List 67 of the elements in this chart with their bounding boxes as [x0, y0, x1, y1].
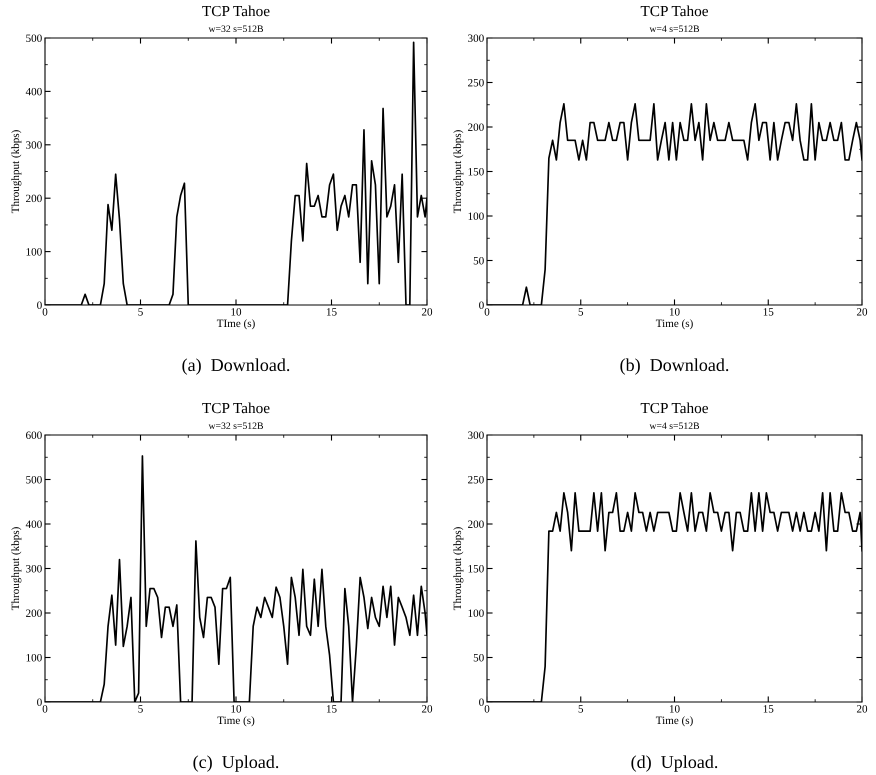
y-tick-label: 100 [26, 654, 42, 662]
y-tick-label: 250 [468, 78, 484, 86]
chart-subtitle: w=32 s=512B [208, 422, 264, 430]
x-tick-label: 10 [231, 705, 242, 713]
x-tick-label: 15 [326, 705, 337, 713]
chart-title: TCP Tahoe [640, 402, 708, 414]
x-tick-label: 0 [484, 308, 490, 316]
y-tick-label: 250 [468, 476, 484, 484]
chart-subtitle: w=4 s=512B [649, 422, 700, 430]
x-tick-label: 20 [422, 308, 432, 316]
y-tick-label: 200 [468, 123, 484, 131]
x-tick-label: 0 [484, 705, 490, 713]
x-axis-title: TIme (s) [216, 319, 255, 330]
y-tick-label: 150 [468, 168, 484, 176]
x-tick-label: 15 [764, 705, 774, 713]
text: (a) Download. [182, 358, 290, 375]
text: (d) Upload. [631, 755, 718, 772]
x-tick-label: 10 [670, 705, 680, 713]
x-tick-label: 20 [856, 308, 868, 316]
y-tick-label: 0 [479, 301, 484, 309]
y-tick-label: 200 [468, 520, 484, 528]
x-tick-label: 5 [578, 705, 584, 713]
y-tick-label: 0 [479, 698, 484, 706]
y-tick-label: 400 [26, 88, 42, 96]
y-tick-label: 100 [468, 609, 484, 617]
x-tick-label: 5 [138, 705, 143, 713]
y-axis-title: Throughput (kbps) [453, 527, 464, 610]
x-axis-title: Time (s) [656, 716, 693, 726]
y-tick-label: 400 [26, 520, 42, 528]
y-tick-label: 0 [37, 301, 42, 309]
y-tick-label: 500 [26, 34, 42, 42]
x-tick-label: 15 [764, 308, 774, 316]
y-tick-label: 300 [26, 564, 42, 572]
text: (c) Upload. [193, 755, 278, 772]
x-tick-label: 20 [856, 705, 868, 713]
chart-title: TCP Tahoe [202, 5, 270, 16]
x-axis-title: Time (s) [217, 716, 254, 726]
y-tick-label: 150 [468, 564, 484, 572]
y-tick-label: 300 [26, 141, 42, 149]
x-tick-label: 10 [670, 308, 680, 316]
y-axis-title: Throughput (kbps) [11, 527, 22, 610]
y-axis-title: Throughput (kbps) [453, 130, 464, 214]
chart-title: TCP Tahoe [640, 5, 708, 16]
y-tick-label: 100 [26, 248, 42, 256]
y-tick-label: 300 [468, 431, 484, 439]
x-tick-label: 10 [231, 308, 242, 316]
x-tick-label: 5 [138, 308, 143, 316]
text: (b) Download. [620, 358, 728, 375]
y-tick-label: 200 [26, 194, 42, 202]
x-axis-title: Time (s) [656, 319, 693, 330]
y-tick-label: 0 [37, 698, 42, 706]
y-tick-label: 600 [26, 431, 42, 439]
y-tick-label: 300 [468, 34, 484, 42]
x-tick-label: 0 [42, 705, 48, 713]
chart-subtitle: w=4 s=512B [649, 25, 700, 32]
x-tick-label: 5 [578, 308, 584, 316]
chart-title: TCP Tahoe [202, 402, 270, 414]
y-axis-title: Throughput (kbps) [11, 130, 22, 214]
x-tick-label: 20 [422, 705, 432, 713]
y-tick-label: 50 [474, 654, 484, 662]
y-tick-label: 200 [26, 609, 42, 617]
y-tick-label: 100 [468, 212, 484, 220]
x-tick-label: 15 [326, 308, 337, 316]
y-tick-label: 50 [474, 256, 484, 264]
x-tick-label: 0 [42, 308, 48, 316]
y-tick-label: 500 [26, 476, 42, 484]
chart-subtitle: w=32 s=512B [208, 25, 264, 32]
